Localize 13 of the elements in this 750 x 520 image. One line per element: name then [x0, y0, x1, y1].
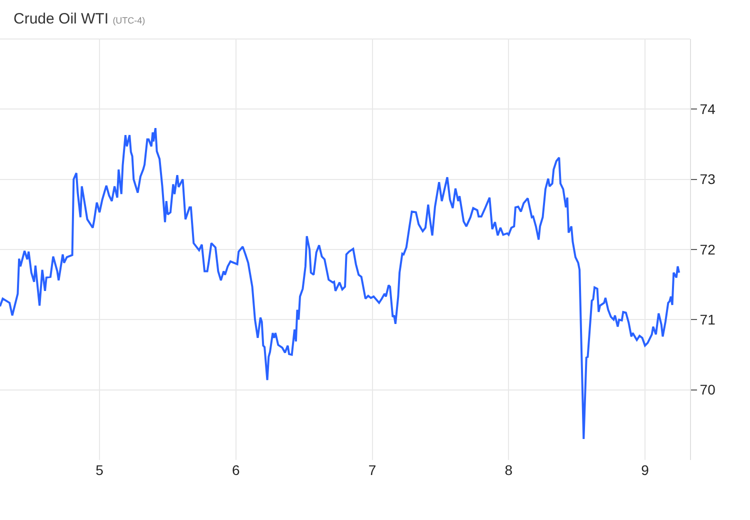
chart-subtitle: (UTC-4) — [112, 16, 146, 26]
y-tick-label: 72 — [700, 241, 716, 258]
x-tick-label: 8 — [504, 462, 513, 478]
y-tick-label: 70 — [700, 382, 716, 398]
line-series — [0, 127, 680, 440]
x-tick-label: 6 — [232, 462, 240, 478]
x-tick-label: 7 — [368, 462, 376, 478]
y-tick-label: 73 — [700, 171, 716, 188]
y-tick-label: 74 — [700, 101, 716, 118]
x-tick-label: 5 — [96, 462, 104, 478]
x-tick-label: 9 — [641, 462, 650, 478]
chart-title: Crude Oil WTI — [14, 10, 109, 28]
y-tick-label: 71 — [700, 312, 716, 328]
